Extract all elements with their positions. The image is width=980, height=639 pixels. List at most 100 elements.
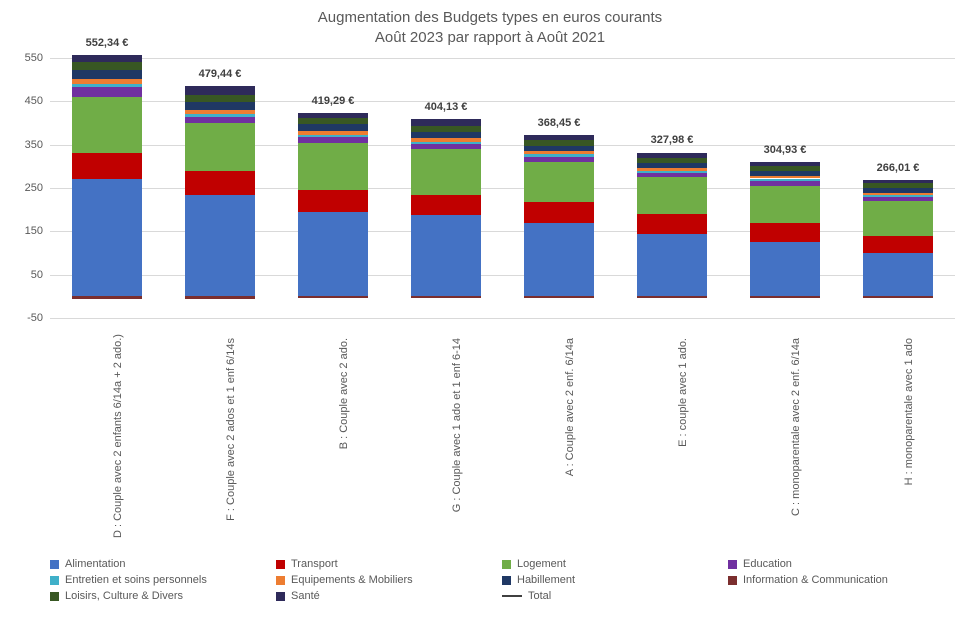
bar-segment-loisirs: [750, 166, 820, 171]
y-tick-label: 350: [3, 139, 43, 151]
bar-segment-sante: [411, 119, 481, 126]
bar-group: 368,45 €: [524, 135, 594, 297]
bar-segment-education: [185, 117, 255, 123]
bar-total-label: 368,45 €: [517, 117, 601, 129]
bar-segment-transport: [750, 223, 820, 243]
bar-total-label: 552,34 €: [65, 37, 149, 49]
bar-segment-entretien: [72, 84, 142, 87]
legend-line: [502, 595, 522, 597]
bar-segment-entretien: [750, 179, 820, 181]
bar-segment-entretien: [863, 195, 933, 197]
bar-segment-alimentation: [863, 253, 933, 296]
bar-segment-alimentation: [637, 234, 707, 297]
bar-segment-transport: [411, 195, 481, 215]
legend-swatch: [276, 560, 285, 569]
bar-segment-equipements: [750, 176, 820, 179]
bar-segment-habillement: [411, 132, 481, 138]
bar-segment-entretien: [524, 154, 594, 157]
bar-group-negative: [411, 296, 481, 298]
bar-segment-habillement: [72, 70, 142, 79]
legend-label: Habillement: [517, 574, 575, 586]
bar-segment-sante: [750, 162, 820, 165]
legend-item: Habillement: [502, 574, 728, 586]
bar-segment-sante: [298, 113, 368, 119]
legend-swatch: [502, 576, 511, 585]
bar-segment-information: [411, 296, 481, 298]
legend-swatch: [502, 560, 511, 569]
x-axis-label: G : Couple avec 1 ado et 1 enf 6-14: [451, 338, 463, 538]
bar-segment-habillement: [637, 163, 707, 168]
legend-label: Total: [528, 590, 551, 602]
bar-segment-education: [72, 87, 142, 97]
bar-segment-equipements: [411, 138, 481, 141]
bar-segment-equipements: [637, 168, 707, 171]
bar-segment-alimentation: [72, 179, 142, 296]
bar-group-negative: [185, 296, 255, 299]
bar-segment-habillement: [185, 102, 255, 110]
x-axis-label: H : monoparentale avec 1 ado: [903, 338, 915, 538]
bar-segment-logement: [524, 162, 594, 202]
legend-item: Equipements & Mobiliers: [276, 574, 502, 586]
bar-group-negative: [637, 296, 707, 298]
bar-segment-habillement: [298, 124, 368, 131]
legend-label: Santé: [291, 590, 320, 602]
legend-swatch: [50, 560, 59, 569]
legend-item: Alimentation: [50, 558, 276, 570]
bar-segment-alimentation: [411, 215, 481, 296]
bar-segment-sante: [72, 55, 142, 63]
bar-segment-education: [524, 157, 594, 162]
x-axis-label: D : Couple avec 2 enfants 6/14a + 2 ado.…: [112, 338, 124, 538]
bar-group-negative: [298, 296, 368, 298]
legend-item: Education: [728, 558, 954, 570]
legend-row: Entretien et soins personnels Equipements…: [50, 574, 955, 586]
bar-segment-alimentation: [185, 195, 255, 297]
legend-label: Logement: [517, 558, 566, 570]
bar-segment-alimentation: [524, 223, 594, 297]
bar-total-label: 266,01 €: [856, 162, 940, 174]
x-axis-label: E : couple avec 1 ado.: [677, 338, 689, 538]
x-axis-label: B : Couple avec 2 ado.: [338, 338, 350, 538]
legend-swatch: [728, 560, 737, 569]
bar-group-negative: [750, 296, 820, 298]
bar-segment-transport: [524, 202, 594, 223]
legend-label: Entretien et soins personnels: [65, 574, 207, 586]
bar-segment-equipements: [72, 79, 142, 84]
x-axis-labels: D : Couple avec 2 enfants 6/14a + 2 ado.…: [50, 338, 955, 543]
bar-segment-logement: [637, 177, 707, 214]
legend-item: Information & Communication: [728, 574, 954, 586]
legend-item: Santé: [276, 590, 502, 602]
legend-item-total: Total: [502, 590, 728, 602]
gridline: [50, 58, 955, 59]
bar-segment-logement: [750, 186, 820, 223]
legend-label: Loisirs, Culture & Divers: [65, 590, 183, 602]
y-tick-label: 450: [3, 95, 43, 107]
y-tick-label: 150: [3, 225, 43, 237]
bar-segment-habillement: [750, 171, 820, 176]
bar-segment-loisirs: [524, 140, 594, 146]
bar-segment-entretien: [637, 171, 707, 173]
bar-segment-logement: [185, 123, 255, 171]
bar-segment-information: [72, 296, 142, 299]
bar-segment-sante: [863, 180, 933, 183]
bar-segment-transport: [72, 153, 142, 179]
bar-segment-equipements: [524, 151, 594, 154]
legend-label: Alimentation: [65, 558, 126, 570]
bar-segment-information: [185, 296, 255, 299]
bar-total-label: 404,13 €: [404, 101, 488, 113]
legend-label: Education: [743, 558, 792, 570]
bar-segment-information: [863, 296, 933, 297]
bar-segment-entretien: [185, 114, 255, 117]
bar-group: 419,29 €: [298, 113, 368, 297]
bar-segment-transport: [637, 214, 707, 234]
x-axis-label: C : monoparentale avec 2 enf. 6/14a: [790, 338, 802, 538]
bar-total-label: 327,98 €: [630, 134, 714, 146]
legend-item: Loisirs, Culture & Divers: [50, 590, 276, 602]
bar-group: 479,44 €: [185, 86, 255, 296]
bar-group: 304,93 €: [750, 162, 820, 296]
y-tick-label: 550: [3, 52, 43, 64]
bar-segment-loisirs: [863, 183, 933, 188]
bar-segment-equipements: [185, 110, 255, 114]
bar-group: 327,98 €: [637, 152, 707, 296]
legend-swatch: [50, 592, 59, 601]
bar-segment-education: [863, 197, 933, 201]
